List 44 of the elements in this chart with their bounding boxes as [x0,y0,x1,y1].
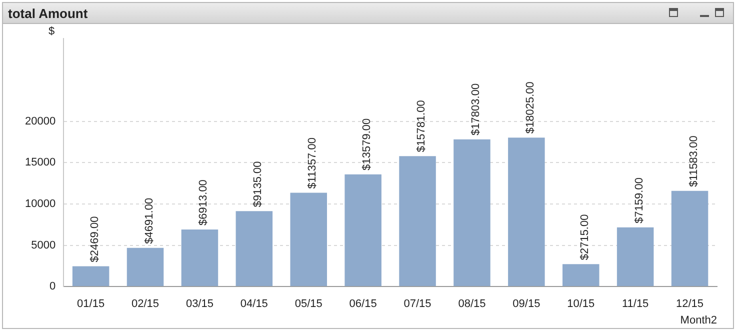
x-tick-label: 03/15 [186,298,214,310]
y-tick-label: 0 [49,280,56,293]
data-label: $9135.00 [252,161,264,208]
x-tick-label: 06/15 [349,298,377,310]
x-tick-label: 08/15 [458,298,486,310]
y-axis-title: $ [48,26,55,38]
x-tick-label: 10/15 [567,298,595,310]
x-tick-label: 04/15 [240,298,268,310]
chart-title: total Amount [8,6,88,21]
bar [126,248,164,286]
bar [344,174,382,286]
x-tick-label: 02/15 [132,298,160,310]
bar [399,156,436,286]
data-label: $15781.00 [416,100,428,152]
bar [454,139,490,286]
data-label: $11357.00 [306,138,319,189]
bar [562,264,600,286]
data-label: $2715.00 [578,214,591,260]
bar [72,266,110,286]
x-axis-title: Month2 [680,314,717,326]
data-label: $17803.00 [470,83,482,136]
bar [508,138,545,286]
data-label: $11583.00 [688,136,700,187]
bar [236,211,273,286]
x-tick-label: 01/15 [77,298,105,310]
x-tick-label: 07/15 [404,298,432,310]
bar [616,227,654,286]
y-tick-label: 20000 [24,115,56,128]
y-tick-label: 15000 [24,156,56,169]
x-tick-label: 12/15 [676,298,704,310]
x-tick-label: 05/15 [294,298,322,310]
bar [290,192,327,286]
x-tick-label: 11/15 [622,298,649,310]
data-label: $6913.00 [198,180,210,226]
data-label: $18025.00 [524,82,536,134]
y-tick-label: 5000 [31,239,56,252]
data-label: $7159.00 [633,178,646,224]
bar [671,190,708,286]
bar [181,229,218,286]
data-label: $2469.00 [88,216,101,262]
data-label: $4691.00 [143,198,156,244]
data-label: $13579.00 [361,118,374,170]
y-tick-label: 10000 [24,198,56,210]
x-tick-label: 09/15 [512,298,540,310]
